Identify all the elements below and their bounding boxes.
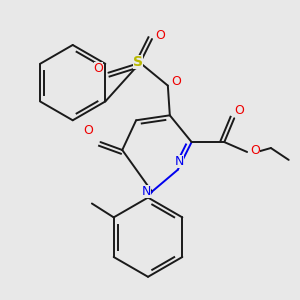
Text: N: N	[175, 155, 184, 168]
Text: O: O	[171, 75, 181, 88]
Text: N: N	[141, 185, 151, 198]
Text: O: O	[94, 62, 103, 75]
Text: O: O	[84, 124, 94, 137]
Text: O: O	[155, 28, 165, 42]
Text: S: S	[133, 55, 143, 69]
Text: O: O	[234, 104, 244, 117]
Text: O: O	[250, 143, 260, 157]
